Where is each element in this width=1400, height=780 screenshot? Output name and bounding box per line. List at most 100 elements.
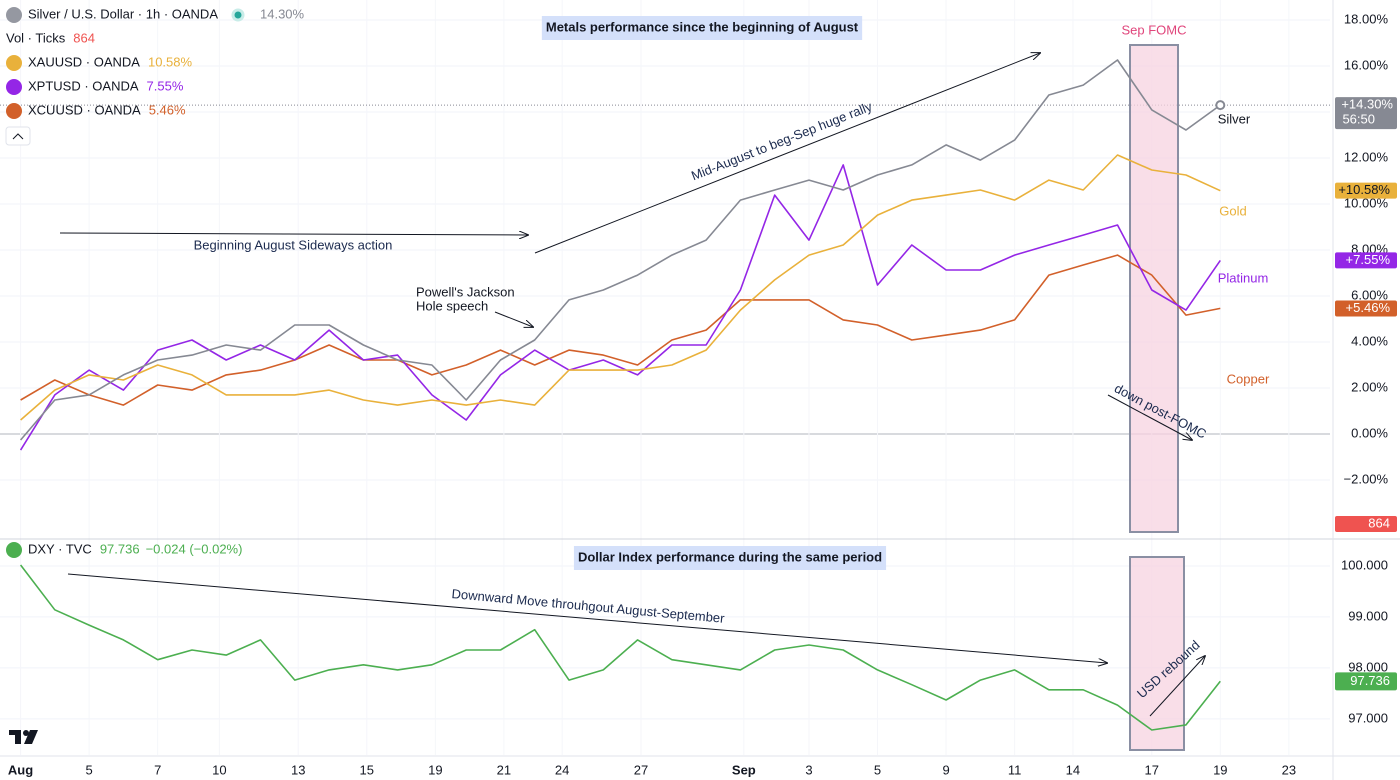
logo <box>9 730 38 744</box>
symbol-icon <box>6 7 22 23</box>
axis-tag-bg <box>1335 672 1397 691</box>
legend-name: XAUUSD · OANDA <box>28 54 140 69</box>
series-line <box>19 564 1221 731</box>
volume-tag: 864 <box>1368 515 1390 530</box>
y-tick-label: 16.00% <box>1344 57 1389 72</box>
x-tick-label: 19 <box>428 762 442 777</box>
legend-name: XPTUSD · OANDA <box>28 78 139 93</box>
logo-part <box>23 730 29 736</box>
axis-tag-bg <box>1335 182 1397 199</box>
grid <box>0 19 1330 720</box>
series-line <box>20 154 1221 421</box>
x-tick-label: 15 <box>360 762 374 777</box>
logo-part <box>24 730 38 744</box>
chart-title: Dollar Index performance during the same… <box>578 549 882 564</box>
volume-tag-bg <box>1335 516 1397 532</box>
x-tick-label: 7 <box>154 762 161 777</box>
axis-tag: +14.30% <box>1341 97 1393 112</box>
arrow <box>67 573 1107 663</box>
logo-part <box>15 730 21 744</box>
annotation: Silver <box>1218 111 1251 126</box>
axis-tag: +5.46% <box>1346 300 1391 315</box>
legend-value: 864 <box>73 30 95 45</box>
series-line <box>20 254 1221 406</box>
x-tick-label: 11 <box>1008 762 1022 777</box>
collapse-button[interactable] <box>5 126 31 146</box>
x-tick-label: 21 <box>497 762 511 777</box>
y-tick-label: 6.00% <box>1351 287 1388 302</box>
title-bg <box>573 546 887 570</box>
fomc-box <box>1129 556 1185 751</box>
legend-name: Silver / U.S. Dollar · 1h · OANDA <box>28 6 218 21</box>
legend-value: 14.30% <box>260 6 305 21</box>
annotation: Sep FOMC <box>1121 22 1186 37</box>
axis-tag: +10.58% <box>1338 182 1390 197</box>
series-line <box>19 59 1221 441</box>
y-tick-label: 98.000 <box>1348 659 1388 674</box>
annotation: Gold <box>1219 203 1246 218</box>
axis-tag-bg <box>1335 300 1397 317</box>
countdown: 56:50 <box>1342 112 1375 127</box>
legend-name: XCUUSD · OANDA <box>28 102 141 117</box>
plot <box>19 59 1226 731</box>
symbol-icon <box>6 55 22 71</box>
last-point <box>1215 100 1226 111</box>
x-tick-label: 19 <box>1213 762 1227 777</box>
y-tick-label: 97.000 <box>1348 710 1388 725</box>
axis-tag-bg <box>1335 252 1397 269</box>
arrow <box>534 53 1040 254</box>
x-tick-label: 9 <box>942 762 949 777</box>
legend-value: 10.58% <box>148 54 193 69</box>
legend-change: −0.024 (−0.02%) <box>146 541 243 556</box>
y-tick-label: 0.00% <box>1351 425 1388 440</box>
y-tick-label: 10.00% <box>1344 195 1389 210</box>
title-bg <box>541 16 863 40</box>
symbol-icon <box>6 103 22 119</box>
annotation: Platinum <box>1218 270 1269 285</box>
annotation: Powell's Jackson <box>416 284 515 299</box>
x-tick-label: Sep <box>732 762 756 777</box>
arrows <box>59 53 1205 717</box>
y-tick-label: 99.000 <box>1348 608 1388 623</box>
x-tick-label: 5 <box>874 762 881 777</box>
x-tick-label: 23 <box>1282 762 1296 777</box>
y-tick-label: 4.00% <box>1351 333 1388 348</box>
y-tick-label: 18.00% <box>1344 11 1389 26</box>
arrow <box>1107 394 1192 440</box>
arrow <box>59 233 528 235</box>
legend-name: Vol · Ticks <box>6 30 66 45</box>
x-tick-label: 10 <box>212 762 226 777</box>
y-tick-label: 2.00% <box>1351 379 1388 394</box>
legend-value: 97.736 <box>100 541 140 556</box>
chart-title: Metals performance since the beginning o… <box>546 19 859 34</box>
x-tick-label: Aug <box>8 762 33 777</box>
axis-tag: +7.55% <box>1346 252 1391 267</box>
legend-value: 5.46% <box>149 102 186 117</box>
live-dot <box>231 8 245 22</box>
series-line <box>19 164 1221 451</box>
y-tick-label: −2.00% <box>1344 471 1389 486</box>
axis-tag-bg <box>1335 97 1397 130</box>
x-tick-label: 13 <box>291 762 305 777</box>
fomc-box <box>1129 44 1179 533</box>
x-tick-label: 3 <box>805 762 812 777</box>
x-tick-label: 17 <box>1145 762 1159 777</box>
axis-tag: 97.736 <box>1350 673 1390 688</box>
legend-value: 7.55% <box>147 78 184 93</box>
legend-name: DXY · TVC <box>28 541 92 556</box>
x-tick-label: 24 <box>555 762 569 777</box>
annotation: Copper <box>1227 371 1270 386</box>
annotation: Beginning August Sideways action <box>194 237 393 252</box>
arrow <box>494 311 533 327</box>
symbol-icon <box>6 79 22 95</box>
y-tick-label: 100.000 <box>1341 557 1388 572</box>
x-tick-label: 27 <box>634 762 648 777</box>
x-tick-label: 14 <box>1066 762 1080 777</box>
collapse-icon <box>12 133 24 140</box>
arrow <box>1149 656 1205 717</box>
y-tick-label: 12.00% <box>1344 149 1389 164</box>
x-tick-label: 5 <box>86 762 93 777</box>
symbol-icon <box>6 542 22 558</box>
